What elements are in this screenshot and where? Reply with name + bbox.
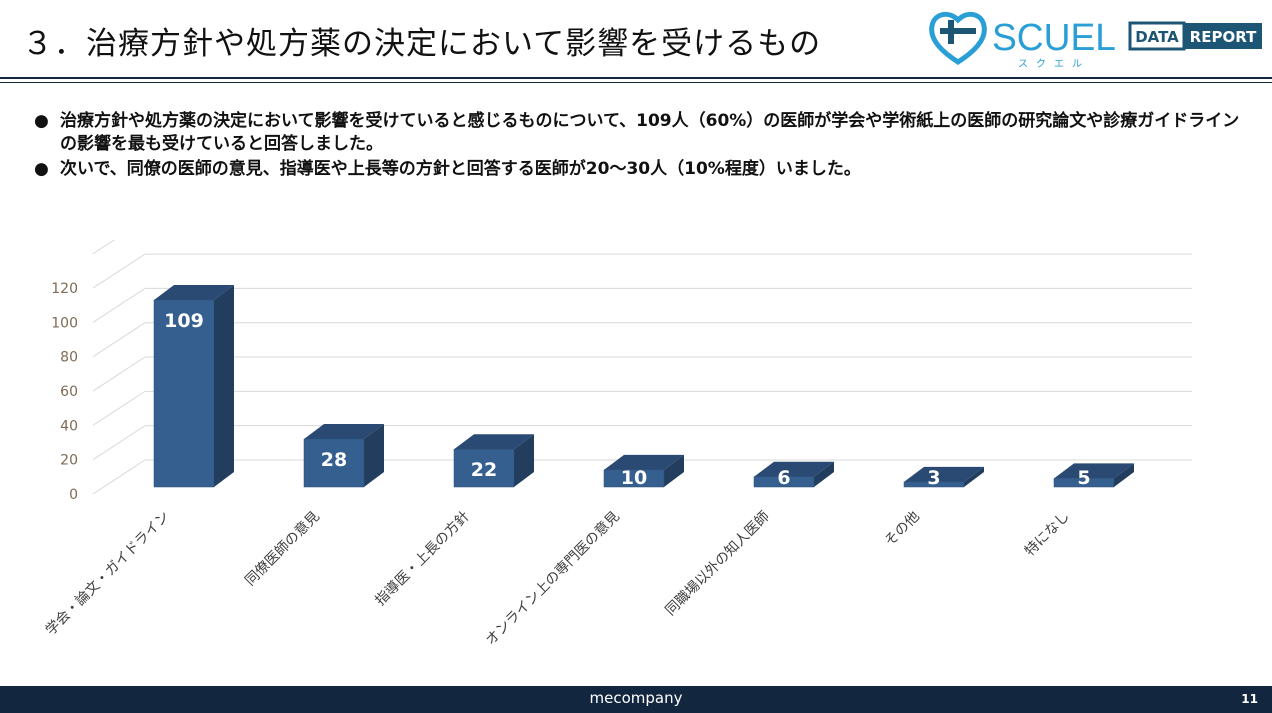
bar-side bbox=[814, 461, 834, 487]
gridline-side bbox=[92, 240, 115, 255]
bar-top bbox=[154, 284, 234, 300]
summary-bullets: ● 治療方針や処方薬の決定において影響を受けていると感じるものについて、109人（… bbox=[34, 110, 1244, 183]
x-tick-label: オンライン上の専門医の意見 bbox=[482, 508, 623, 649]
data-label: 28 bbox=[321, 449, 347, 471]
data-label: 22 bbox=[471, 459, 497, 481]
bar-top bbox=[604, 454, 684, 470]
bar-side bbox=[964, 466, 984, 487]
bar-top bbox=[1054, 463, 1134, 479]
bar-top bbox=[454, 434, 534, 450]
gridline-side bbox=[92, 322, 146, 358]
data-label: 5 bbox=[1077, 467, 1090, 489]
bar-top bbox=[904, 466, 984, 482]
y-tick-label: 20 bbox=[60, 453, 78, 469]
bar bbox=[453, 448, 515, 488]
logo-kana: スクエル bbox=[1018, 58, 1090, 70]
bullet-dot: ● bbox=[34, 111, 49, 131]
bar-side bbox=[514, 434, 534, 487]
bar-side bbox=[1114, 463, 1134, 487]
bullet-item: ● 次いで、同僚の医師の意見、指導医や上長等の方針と回答する医師が20～30人（1… bbox=[34, 159, 861, 179]
logo-badge-data: DATA bbox=[1135, 28, 1179, 46]
data-label: 3 bbox=[927, 467, 940, 489]
bar-chart: 0 20 40 60 80 100 120 109 学会・論文・ガイドライン 28 同僚医師の意見 2… bbox=[43, 240, 1192, 649]
footer-brand: mecompany bbox=[589, 689, 683, 707]
logo-wordmark: SCUEL bbox=[992, 17, 1116, 59]
x-tick-label: 同職場以外の知人医師 bbox=[662, 508, 773, 619]
scuel-logo: SCUEL スクエル DATA REPORT bbox=[929, 11, 1262, 70]
bar-side bbox=[664, 454, 684, 487]
y-tick-label: 0 bbox=[69, 487, 78, 503]
x-tick-label: 学会・論文・ガイドライン bbox=[43, 509, 173, 639]
y-tick-label: 60 bbox=[60, 384, 78, 400]
bar bbox=[303, 438, 365, 488]
x-tick-label: その他 bbox=[882, 509, 923, 550]
gridline-side bbox=[92, 459, 146, 495]
bar bbox=[753, 476, 815, 488]
bar bbox=[153, 299, 215, 488]
bullet-item: ● 治療方針や処方薬の決定において影響を受けていると感じるものについて、109人（… bbox=[34, 111, 1240, 154]
page-title: ３．治療方針や処方薬の決定において影響を受けるもの bbox=[22, 26, 822, 62]
bar-side bbox=[364, 423, 384, 487]
x-tick-label: 同僚医師の意見 bbox=[242, 508, 323, 589]
bar bbox=[603, 469, 665, 488]
data-label: 6 bbox=[777, 467, 790, 489]
gridline-side bbox=[92, 425, 146, 461]
gridline-side bbox=[92, 287, 146, 323]
y-tick-label: 100 bbox=[51, 315, 78, 331]
bar bbox=[903, 481, 965, 488]
gridline-side bbox=[92, 253, 146, 289]
bar bbox=[1053, 478, 1115, 488]
gridline-side bbox=[92, 390, 146, 426]
page-number: 11 bbox=[1241, 692, 1258, 706]
bar-top bbox=[304, 423, 384, 439]
bar-side bbox=[214, 284, 234, 487]
footer: mecompany 11 bbox=[0, 686, 1272, 713]
gridline-side bbox=[92, 356, 146, 392]
logo-badge-report: REPORT bbox=[1190, 28, 1257, 46]
data-label: 109 bbox=[164, 310, 204, 332]
x-tick-label: 特になし bbox=[1022, 509, 1073, 560]
bar-top bbox=[754, 461, 834, 477]
y-tick-label: 40 bbox=[60, 418, 78, 434]
heart-icon bbox=[929, 11, 987, 65]
y-tick-label: 80 bbox=[60, 350, 78, 366]
bullet-dot: ● bbox=[34, 159, 49, 179]
x-tick-label: 指導医・上長の方針 bbox=[372, 509, 472, 609]
y-tick-label: 120 bbox=[51, 281, 78, 297]
data-label: 10 bbox=[621, 467, 647, 489]
header-divider-thin bbox=[0, 82, 1272, 83]
header-divider bbox=[0, 77, 1272, 79]
